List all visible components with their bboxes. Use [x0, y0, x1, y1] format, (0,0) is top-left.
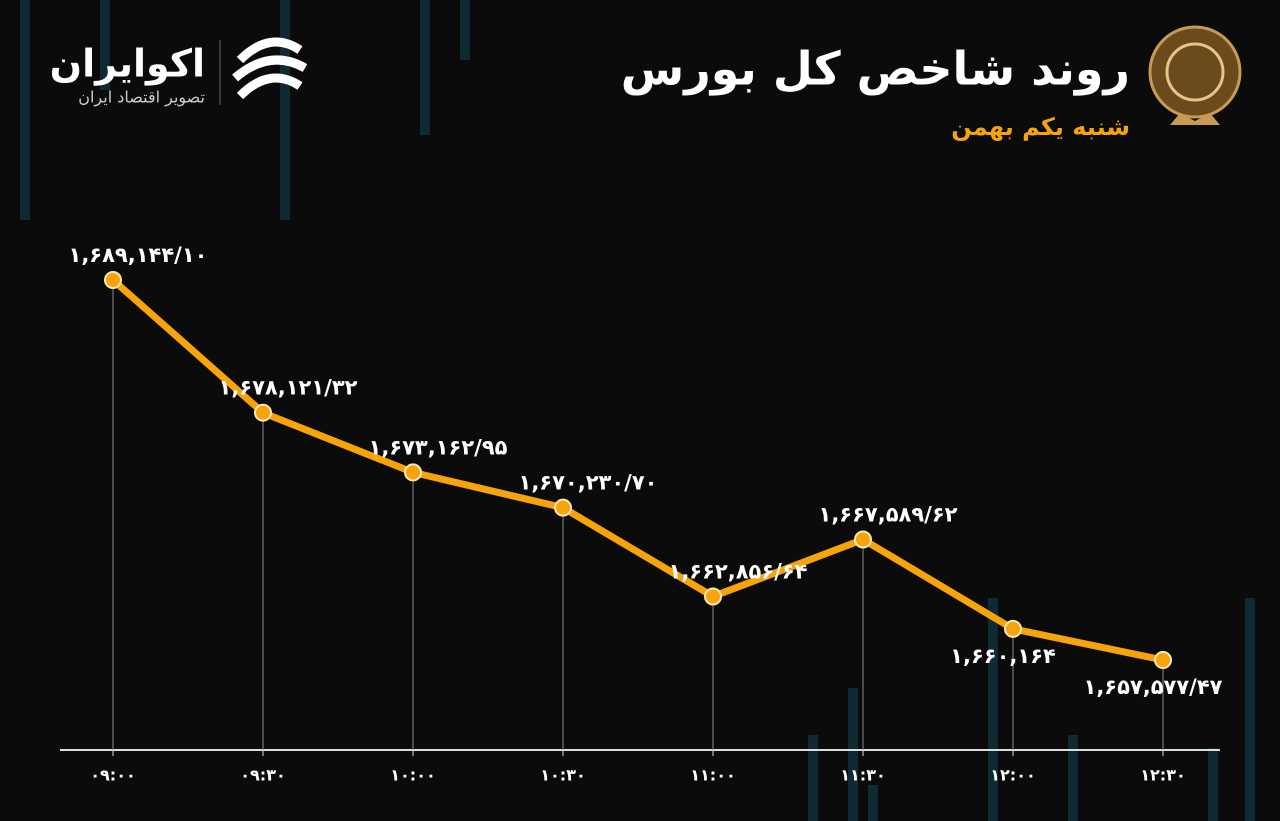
x-tick-label: ۱۲:۰۰ [990, 766, 1035, 785]
data-label: ۱,۶۸۹,۱۴۴/۱۰ [69, 243, 208, 267]
x-tick-label: ۰۹:۳۰ [240, 766, 285, 785]
x-tick-label: ۱۱:۳۰ [840, 766, 885, 785]
line [110, 277, 1164, 664]
brand-logo [219, 37, 308, 105]
brand-tagline: تصویر اقتصاد ایران [78, 88, 205, 108]
point [1004, 619, 1022, 638]
point [404, 463, 422, 482]
x-tick-label: ۱۲:۳۰ [1140, 766, 1185, 785]
x-tick-label: ۰۹:۰۰ [90, 766, 135, 785]
chart-title: روند شاخص کل بورس [621, 42, 1130, 96]
data-label: ۱,۶۷۳,۱۶۲/۹۵ [369, 435, 508, 459]
data-label: ۱,۶۷۸,۱۲۱/۳۲ [219, 376, 358, 400]
point [104, 271, 122, 289]
brand-name: اکوایران [50, 42, 205, 86]
point [854, 530, 872, 549]
x-tick-label: ۱۰:۳۰ [540, 766, 585, 785]
point [254, 403, 272, 422]
data-label: ۱,۶۶۲,۸۵۶/۶۴ [669, 559, 808, 583]
x-tick-label: ۱۱:۰۰ [690, 766, 735, 785]
point [704, 587, 722, 606]
point [554, 498, 572, 517]
data-label: ۱,۶۵۷,۵۷۷/۴۷ [1084, 675, 1223, 699]
point [1154, 651, 1172, 669]
data-label: ۱,۶۷۰,۲۳۰/۷۰ [519, 471, 658, 495]
chart-subtitle: شنبه یکم بهمن [951, 113, 1130, 141]
x-tick-label: ۱۰:۰۰ [390, 766, 435, 785]
background-decoration [20, 0, 1255, 821]
exchange-emblem [1148, 25, 1242, 125]
data-label: ۱,۶۶۷,۵۸۹/۶۲ [819, 502, 958, 526]
data-label: ۱,۶۶۰,۱۶۴ [950, 644, 1056, 668]
